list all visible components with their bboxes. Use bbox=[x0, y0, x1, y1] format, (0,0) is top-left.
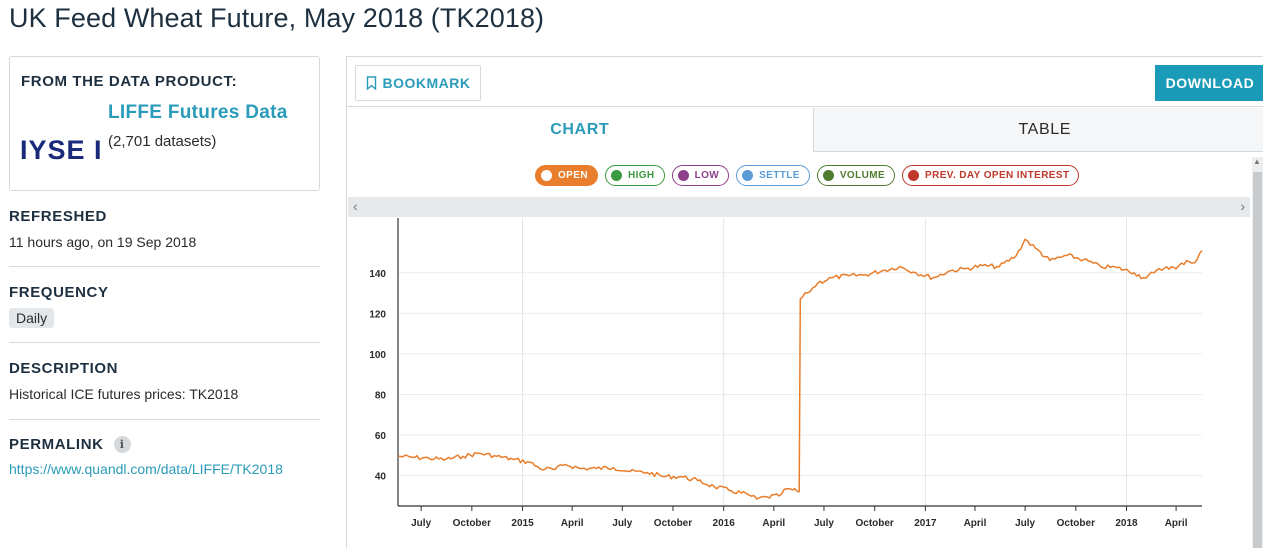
panel-toolbar: BOOKMARK DOWNLOAD bbox=[347, 57, 1263, 107]
frequency-label: FREQUENCY bbox=[9, 284, 109, 301]
x-tick-label: October bbox=[855, 518, 893, 529]
y-tick-label: 40 bbox=[375, 472, 387, 483]
x-tick-label: 2018 bbox=[1115, 518, 1138, 529]
info-icon[interactable]: i bbox=[113, 436, 131, 453]
bookmark-label: BOOKMARK bbox=[382, 75, 471, 91]
legend-item-volume[interactable]: VOLUME bbox=[816, 165, 896, 186]
legend-label: LOW bbox=[694, 170, 720, 181]
scroll-up-icon[interactable]: ▲ bbox=[1253, 157, 1261, 166]
x-tick-label: October bbox=[1057, 518, 1095, 529]
series-legend: OPEN HIGH LOW SETTLE VOLUME PREV. DAY OPEN IN… bbox=[535, 165, 1080, 186]
bookmark-icon bbox=[366, 76, 376, 90]
refreshed-section: REFRESHED 11 hours ago, on 19 Sep 2018 bbox=[9, 208, 320, 250]
x-tick-label: July bbox=[411, 518, 431, 529]
legend-dot-icon bbox=[908, 170, 920, 181]
divider bbox=[9, 419, 320, 420]
vertical-scrollbar[interactable]: ▲ bbox=[1252, 157, 1263, 548]
legend-dot-icon bbox=[742, 170, 754, 181]
permalink-link[interactable]: https://www.quandl.com/data/LIFFE/TK2018 bbox=[9, 461, 283, 477]
legend-dot-icon bbox=[541, 170, 552, 181]
frequency-badge: Daily bbox=[9, 308, 55, 328]
x-tick-label: April bbox=[1165, 518, 1188, 529]
legend-dot-icon bbox=[822, 170, 834, 181]
download-button[interactable]: DOWNLOAD bbox=[1155, 65, 1263, 101]
description-value: Historical ICE futures prices: TK2018 bbox=[9, 386, 239, 402]
scroll-left-icon[interactable]: ‹ bbox=[353, 198, 358, 214]
dataset-panel: BOOKMARK DOWNLOAD CHART TABLE OPEN HIGH LO… bbox=[346, 56, 1263, 548]
permalink-section: PERMALINK i https://www.quandl.com/data/… bbox=[9, 436, 320, 477]
product-name-link[interactable]: LIFFE Futures Data bbox=[108, 102, 288, 123]
x-tick-label: 2017 bbox=[914, 518, 937, 529]
legend-label: HIGH bbox=[627, 170, 655, 181]
legend-item-low[interactable]: LOW bbox=[671, 165, 730, 186]
refreshed-value: 11 hours ago, on 19 Sep 2018 bbox=[9, 234, 197, 250]
divider bbox=[9, 342, 320, 343]
divider bbox=[9, 266, 320, 267]
x-tick-label: April bbox=[561, 518, 584, 529]
chart-navigator-bar[interactable]: ‹ › bbox=[348, 197, 1250, 217]
x-tick-label: 2015 bbox=[511, 518, 534, 529]
product-heading: FROM THE DATA PRODUCT: bbox=[21, 73, 238, 90]
frequency-section: FREQUENCY Daily bbox=[9, 284, 320, 328]
tab-chart[interactable]: CHART bbox=[347, 108, 813, 152]
x-tick-label: October bbox=[654, 518, 692, 529]
legend-label: SETTLE bbox=[759, 170, 800, 181]
refreshed-label: REFRESHED bbox=[9, 208, 107, 225]
data-product-card: FROM THE DATA PRODUCT: IYSE I LIFFE Futu… bbox=[9, 56, 320, 191]
series-line-open[interactable] bbox=[397, 238, 1203, 500]
price-chart[interactable]: 40 60 80 100 120 140 July October 2015 April July O… bbox=[347, 57, 1252, 548]
y-tick-label: 140 bbox=[369, 269, 386, 280]
legend-dot-icon bbox=[677, 170, 689, 181]
bookmark-button[interactable]: BOOKMARK bbox=[355, 65, 481, 101]
legend-item-high[interactable]: HIGH bbox=[604, 165, 665, 186]
legend-label: OPEN bbox=[558, 170, 588, 181]
description-label: DESCRIPTION bbox=[9, 360, 119, 377]
product-dataset-count: (2,701 datasets) bbox=[108, 133, 217, 150]
x-tick-label: July bbox=[814, 518, 834, 529]
y-tick-label: 100 bbox=[369, 350, 386, 361]
legend-item-settle[interactable]: SETTLE bbox=[736, 165, 810, 186]
scrollbar-thumb[interactable] bbox=[1253, 172, 1262, 548]
x-tick-label: July bbox=[1015, 518, 1035, 529]
tab-table[interactable]: TABLE bbox=[812, 108, 1263, 152]
view-tabs: CHART TABLE bbox=[347, 108, 1263, 152]
legend-item-open[interactable]: OPEN bbox=[535, 165, 598, 186]
y-tick-label: 60 bbox=[375, 431, 387, 442]
nyse-logo[interactable]: IYSE I bbox=[20, 135, 103, 165]
legend-item-prev-day-open-interest[interactable]: PREV. DAY OPEN INTEREST bbox=[902, 165, 1080, 186]
page-title: UK Feed Wheat Future, May 2018 (TK2018) bbox=[9, 3, 545, 33]
scroll-right-icon[interactable]: › bbox=[1240, 198, 1245, 214]
legend-label: PREV. DAY OPEN INTEREST bbox=[925, 170, 1070, 181]
description-section: DESCRIPTION Historical ICE futures price… bbox=[9, 360, 320, 402]
permalink-label: PERMALINK bbox=[9, 436, 104, 453]
x-tick-label: July bbox=[612, 518, 632, 529]
y-tick-label: 120 bbox=[369, 309, 386, 320]
x-tick-label: April bbox=[762, 518, 785, 529]
legend-label: VOLUME bbox=[839, 170, 886, 181]
legend-dot-icon bbox=[610, 170, 622, 181]
x-tick-label: April bbox=[964, 518, 987, 529]
x-tick-label: October bbox=[453, 518, 491, 529]
y-tick-label: 80 bbox=[375, 390, 387, 401]
x-tick-label: 2016 bbox=[713, 518, 736, 529]
